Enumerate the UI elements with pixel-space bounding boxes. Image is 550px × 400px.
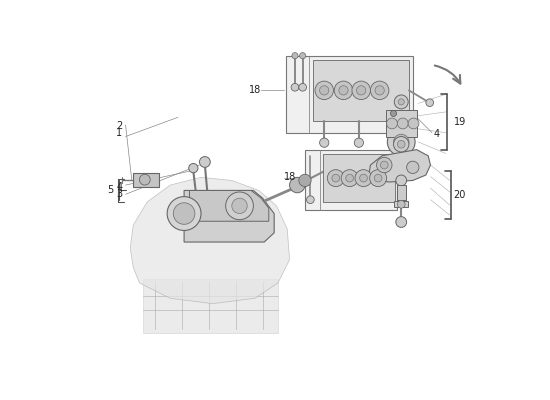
Circle shape: [200, 156, 210, 167]
Circle shape: [398, 99, 404, 105]
Text: 18: 18: [249, 85, 261, 95]
Circle shape: [320, 138, 329, 147]
Polygon shape: [184, 190, 274, 242]
FancyBboxPatch shape: [286, 56, 412, 133]
Polygon shape: [130, 177, 290, 304]
Text: 4: 4: [433, 129, 439, 139]
Circle shape: [355, 170, 372, 186]
Circle shape: [346, 174, 354, 182]
FancyBboxPatch shape: [394, 201, 408, 207]
Polygon shape: [312, 60, 409, 121]
Circle shape: [406, 161, 419, 174]
Circle shape: [292, 53, 298, 59]
Circle shape: [315, 81, 333, 100]
Circle shape: [426, 99, 433, 106]
Circle shape: [377, 157, 392, 173]
Text: 4: 4: [117, 182, 123, 192]
Circle shape: [354, 138, 364, 147]
Circle shape: [352, 81, 371, 100]
FancyBboxPatch shape: [397, 185, 406, 200]
Circle shape: [320, 86, 329, 95]
Circle shape: [226, 192, 254, 220]
Circle shape: [299, 84, 306, 91]
Circle shape: [390, 110, 397, 116]
Circle shape: [408, 118, 419, 129]
Polygon shape: [323, 154, 395, 202]
Circle shape: [394, 136, 409, 152]
Circle shape: [356, 86, 366, 95]
Text: 5: 5: [107, 186, 113, 196]
Text: 20: 20: [454, 190, 466, 200]
Circle shape: [299, 174, 311, 186]
Circle shape: [289, 177, 305, 193]
Circle shape: [394, 95, 408, 109]
FancyBboxPatch shape: [305, 150, 397, 210]
Circle shape: [334, 81, 353, 100]
Circle shape: [300, 53, 306, 59]
Circle shape: [396, 217, 406, 228]
Text: 3: 3: [117, 189, 123, 199]
Circle shape: [397, 200, 405, 208]
Text: 1: 1: [117, 128, 123, 138]
Circle shape: [387, 118, 397, 129]
Circle shape: [375, 86, 384, 95]
Circle shape: [173, 203, 195, 224]
Circle shape: [189, 164, 198, 173]
Polygon shape: [369, 150, 431, 182]
Circle shape: [306, 196, 314, 204]
Circle shape: [232, 198, 248, 214]
Polygon shape: [386, 110, 417, 136]
Polygon shape: [189, 190, 269, 221]
Text: 19: 19: [454, 117, 466, 127]
Circle shape: [397, 118, 408, 129]
Circle shape: [397, 140, 405, 148]
Circle shape: [339, 86, 348, 95]
Circle shape: [370, 81, 389, 100]
Circle shape: [381, 161, 388, 169]
Circle shape: [332, 174, 340, 182]
Circle shape: [387, 128, 415, 156]
Polygon shape: [143, 279, 278, 333]
Circle shape: [370, 170, 387, 186]
Circle shape: [167, 197, 201, 230]
Circle shape: [396, 175, 406, 186]
Circle shape: [140, 174, 150, 185]
Circle shape: [291, 84, 299, 91]
Circle shape: [394, 134, 409, 150]
Text: 2: 2: [116, 121, 123, 131]
Circle shape: [374, 174, 382, 182]
Circle shape: [341, 170, 358, 186]
Polygon shape: [133, 173, 159, 186]
Text: 18: 18: [284, 172, 296, 182]
Circle shape: [327, 170, 344, 186]
Circle shape: [360, 174, 367, 182]
